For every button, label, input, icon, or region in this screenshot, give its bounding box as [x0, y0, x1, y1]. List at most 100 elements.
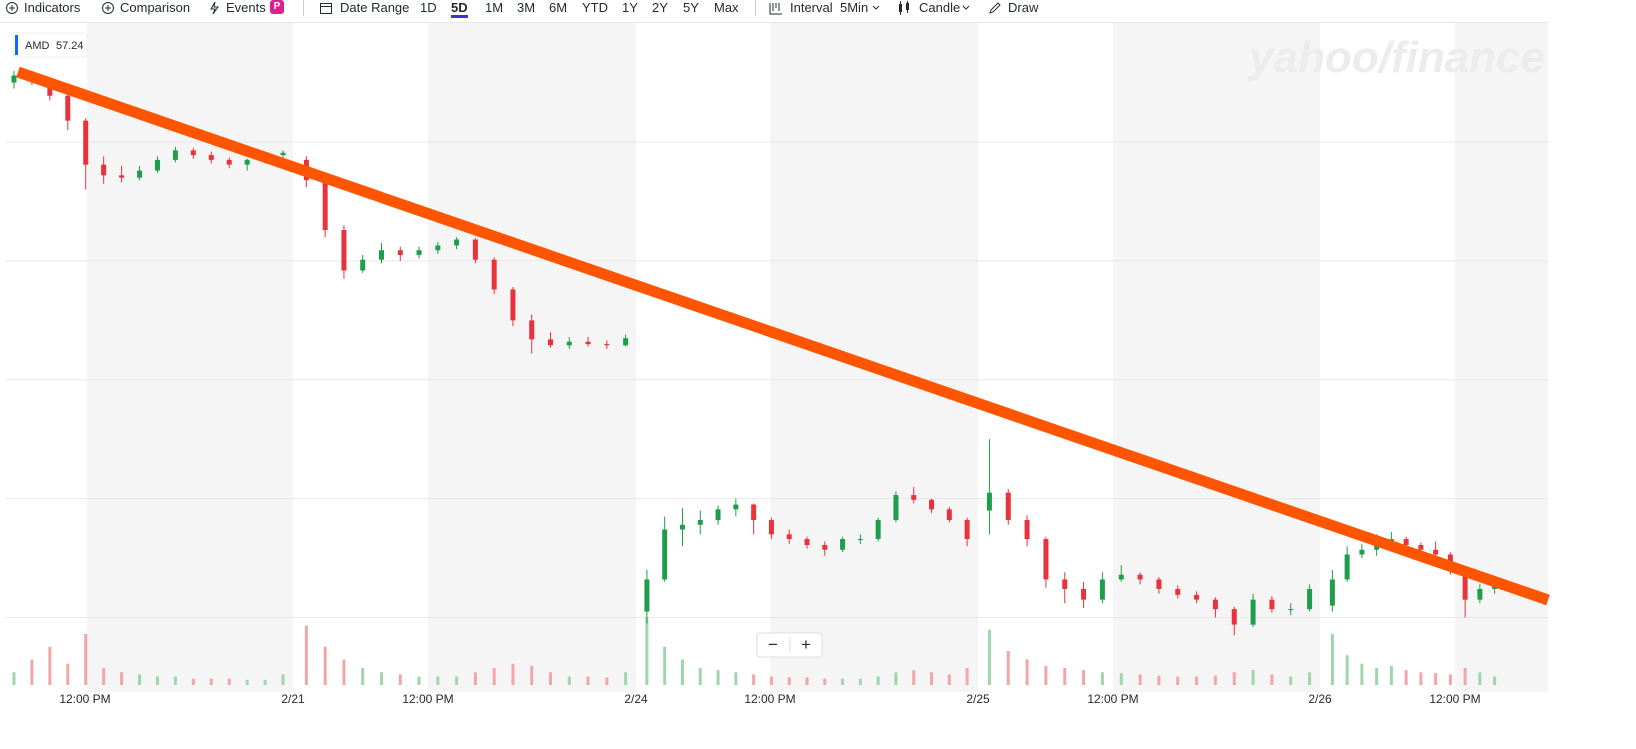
range-button[interactable]: 1M	[485, 0, 504, 15]
draw-button[interactable]: Draw	[1008, 0, 1039, 15]
volume-bar	[155, 676, 159, 685]
volume-bar	[191, 678, 195, 685]
x-tick-label: 12:00 PM	[402, 692, 453, 706]
badge: P	[270, 0, 284, 14]
indicators-button[interactable]: Indicators	[24, 0, 81, 15]
volume-bar	[1138, 674, 1142, 685]
comparison-button[interactable]: Comparison	[120, 0, 191, 15]
range-button[interactable]: 3M	[517, 0, 536, 15]
volume-bar	[398, 674, 402, 685]
x-tick-label: 12:00 PM	[59, 692, 110, 706]
divider	[303, 0, 304, 16]
volume-bar	[769, 676, 773, 685]
candle-body	[397, 250, 403, 255]
candle-body	[804, 539, 810, 545]
candle-body	[1156, 579, 1162, 589]
last-price: 57.24	[56, 40, 84, 52]
candle-body	[190, 150, 196, 156]
shade-band	[87, 22, 293, 692]
volume-bar	[263, 679, 267, 685]
candle-body	[1024, 520, 1030, 540]
zoom-in[interactable]: +	[801, 635, 811, 654]
volume-bar	[120, 672, 124, 685]
price-label: AMD 57.24	[12, 32, 88, 58]
range-button[interactable]: YTD	[582, 0, 608, 15]
candle-body	[1250, 599, 1256, 625]
range-button[interactable]: 5D	[451, 0, 468, 18]
volume-bar	[48, 646, 52, 685]
volume-bar	[473, 672, 477, 685]
candle-body	[11, 75, 17, 83]
volume-bar	[586, 676, 590, 685]
candle-body	[875, 520, 881, 540]
volume-bar	[361, 668, 365, 685]
shade-band	[1113, 22, 1320, 692]
candle-body	[137, 170, 143, 178]
candle-body	[623, 338, 629, 346]
range-button[interactable]: 2Y	[652, 0, 668, 15]
candle-body	[472, 239, 478, 260]
candle-body	[548, 339, 553, 346]
volume-bar	[1308, 672, 1312, 685]
volume-bar	[605, 677, 609, 685]
interval-label[interactable]: Interval	[790, 0, 833, 15]
volume-bar	[102, 668, 106, 685]
volume-bar	[645, 617, 649, 685]
candle-body	[1329, 579, 1335, 606]
range-button[interactable]: 6M	[549, 0, 568, 15]
volume-bar	[752, 674, 756, 685]
range-button[interactable]: 5Y	[683, 0, 699, 15]
icon	[6, 2, 18, 14]
candle-body	[644, 579, 650, 612]
date-range-button[interactable]: Date Range	[340, 0, 410, 15]
chart-style-button[interactable]: Candle	[919, 0, 961, 15]
volume-bar	[823, 678, 827, 685]
volume-bar	[66, 663, 70, 685]
candle-body	[1175, 588, 1181, 595]
candle-body	[1269, 599, 1275, 610]
candle-body	[1043, 539, 1049, 580]
volume-bar	[511, 663, 515, 685]
toolbar: Indicators Comparison Events P Date Rang…	[0, 0, 1636, 22]
volume-bar	[734, 672, 738, 685]
shade-band	[428, 22, 636, 692]
range-button[interactable]: 1Y	[622, 0, 638, 15]
candle-body	[1212, 599, 1218, 610]
volume-bar	[1100, 672, 1104, 685]
session-shading	[0, 22, 1548, 692]
grid	[5, 141, 1548, 618]
zoom-out[interactable]: −	[768, 635, 778, 654]
trendline[interactable]	[16, 66, 1550, 606]
volume-bar	[1478, 672, 1482, 685]
volume-bar	[1434, 673, 1438, 685]
interval-value[interactable]: 5Min	[840, 0, 869, 15]
volume-bar	[304, 625, 308, 685]
events-button[interactable]: Events	[226, 0, 266, 15]
range-button[interactable]: 1D	[420, 0, 437, 15]
volume-bar	[1119, 673, 1123, 685]
volume-bar	[84, 634, 88, 685]
candle-body	[1462, 569, 1468, 600]
candle-body	[768, 520, 774, 535]
chevron	[872, 5, 880, 10]
candle-body	[322, 180, 328, 231]
volume-bar	[417, 676, 421, 685]
volume-bar	[1006, 651, 1010, 685]
candle-body	[751, 504, 757, 521]
candle-body	[585, 341, 591, 345]
volume-bar	[947, 674, 951, 685]
candle-body	[1477, 588, 1483, 600]
candle-body	[1081, 588, 1087, 600]
volume-bar	[1360, 663, 1364, 685]
volume-bar	[805, 677, 809, 685]
volume-bar	[436, 676, 440, 685]
range-button[interactable]: Max	[714, 0, 739, 15]
candle-body	[226, 159, 232, 165]
volume-bar	[698, 668, 702, 685]
candle-body	[360, 259, 366, 271]
x-tick-label: 2/21	[281, 692, 305, 706]
volume-bar	[912, 670, 916, 685]
candle-body	[341, 230, 347, 271]
volume-bar	[1493, 676, 1497, 685]
volume-bar	[281, 674, 285, 685]
